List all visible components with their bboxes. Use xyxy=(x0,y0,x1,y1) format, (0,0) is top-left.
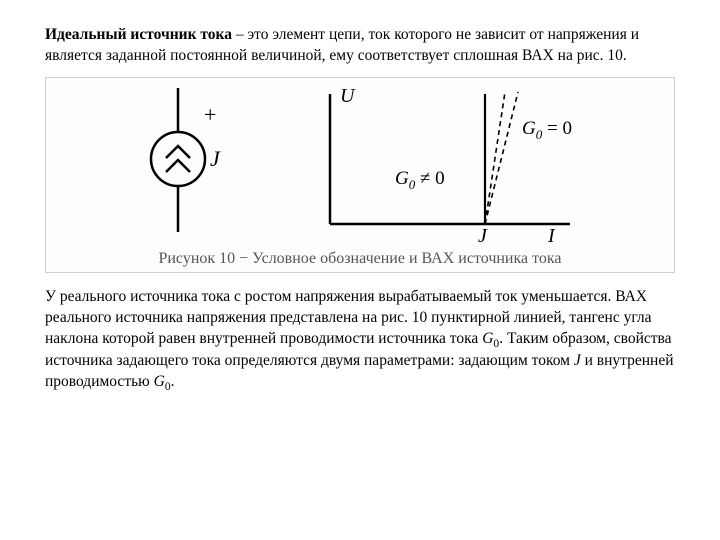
plus-label: + xyxy=(204,102,216,127)
figure-row: + J U I J xyxy=(54,84,666,244)
p2-J: J xyxy=(574,352,581,369)
page: Идеальный источник тока – это элемент це… xyxy=(0,0,720,430)
vac-graph: U I J G0 = 0 G0 ≠ 0 xyxy=(290,84,590,244)
u-axis-label: U xyxy=(340,85,356,107)
current-source-symbol: + J xyxy=(130,84,250,234)
figure-10: + J U I J xyxy=(45,77,675,273)
figure-caption: Рисунок 10 − Условное обозначение и ВАХ … xyxy=(54,250,666,268)
i-axis-label: I xyxy=(547,225,556,244)
real-line-2 xyxy=(485,92,518,224)
para1-lead: Идеальный источник тока xyxy=(45,26,232,43)
g0-eq-0-label: G0 = 0 xyxy=(522,118,572,142)
paragraph-2: У реального источника тока с ростом напр… xyxy=(45,287,675,395)
paragraph-1: Идеальный источник тока – это элемент це… xyxy=(45,25,675,67)
p2-G-1: G xyxy=(482,330,493,347)
J-symbol-label: J xyxy=(210,146,221,171)
p2-t4: . xyxy=(171,373,175,390)
J-axis-label: J xyxy=(478,225,488,244)
g0-neq-0-label: G0 ≠ 0 xyxy=(395,168,445,192)
p2-G-2: G xyxy=(154,373,165,390)
real-line-1 xyxy=(485,92,505,224)
